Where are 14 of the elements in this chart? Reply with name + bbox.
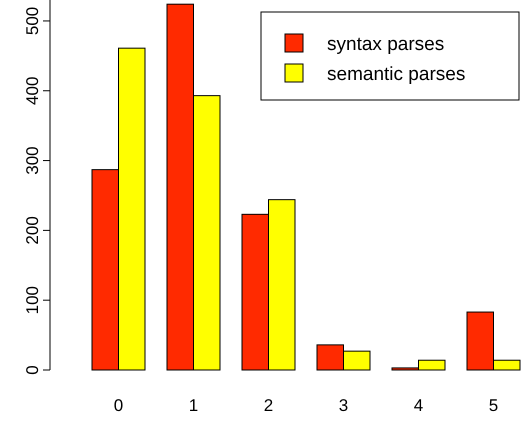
y-tick-label: 400 [23,76,42,105]
x-tick-label: 3 [338,396,348,415]
legend-label: semantic parses [327,64,466,85]
x-tick-label: 1 [188,396,198,415]
y-tick-label: 200 [23,216,42,245]
y-tick-label: 500 [23,6,42,36]
y-tick-label: 300 [23,146,42,175]
legend-label: syntax parses [327,34,444,55]
x-tick-label: 0 [114,396,124,415]
x-tick-label: 2 [264,396,274,415]
x-tick-label: 5 [488,396,498,415]
y-tick-label: 100 [23,286,42,314]
y-tick-label: 0 [23,365,42,375]
x-tick-label: 4 [414,396,424,415]
